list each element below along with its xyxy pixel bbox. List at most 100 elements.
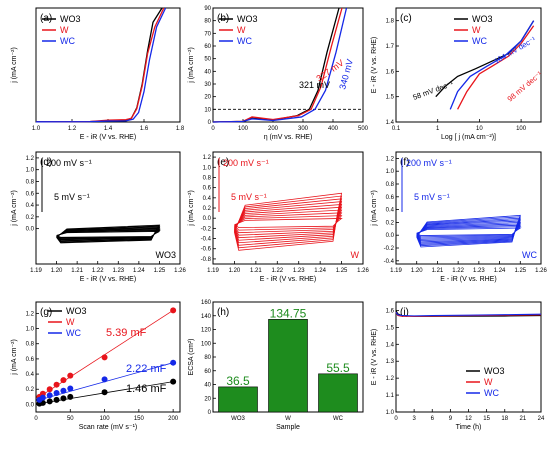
bar-category-label: W — [285, 416, 291, 422]
data-point-WC — [39, 394, 46, 401]
bar-WO3 — [218, 386, 258, 413]
legend-label-g: WC — [66, 328, 81, 338]
x-tick-label-d: 1.20 — [51, 268, 63, 274]
x-tick-label-b: 400 — [328, 126, 339, 132]
tafel-slope-label: 104 mV dec⁻¹ — [493, 34, 538, 65]
y-tick-label-f: 1.0 — [386, 169, 395, 175]
legend-label-i: WO3 — [484, 366, 505, 376]
plot-frame-c — [395, 7, 542, 123]
capacitance-label: 5.39 mF — [106, 327, 147, 339]
series-line-W — [457, 25, 535, 110]
data-point-WO3 — [170, 378, 177, 385]
y-axis-title-h: ECSA (cm²) — [188, 339, 195, 376]
scan-rate-max-e: 200 mV s⁻¹ — [223, 158, 269, 168]
x-tick-label-g: 100 — [100, 416, 111, 422]
x-tick-label-f: 1.19 — [390, 268, 402, 274]
y-tick-label-c: 1.4 — [386, 120, 395, 126]
x-tick-label-c: 10 — [476, 126, 483, 132]
y-tick-label-h: 0 — [208, 410, 212, 416]
bar-value-label: 36.5 — [226, 374, 250, 388]
y-tick-label-g: 1.2 — [26, 311, 35, 317]
y-tick-label-h: 160 — [201, 300, 212, 306]
legend-label-a: WC — [60, 36, 75, 46]
y-tick-label-e: 1.0 — [203, 165, 212, 171]
legend-label-i: W — [484, 377, 493, 387]
bar-category-label: WO3 — [231, 416, 245, 422]
x-tick-label-c: 0.1 — [392, 126, 401, 132]
bar-value-label: 134.75 — [270, 306, 307, 320]
scan-rate-min-e: 5 mV s⁻¹ — [231, 192, 267, 202]
x-tick-label-a: 1.8 — [176, 126, 185, 132]
data-point-WO3 — [60, 395, 67, 402]
y-tick-label-h: 140 — [201, 314, 212, 320]
legend-label-i: WC — [484, 388, 499, 398]
y-tick-label-e: 1.2 — [203, 155, 212, 161]
x-tick-label-b: 200 — [268, 126, 279, 132]
y-tick-label-h: 80 — [204, 355, 211, 361]
y-tick-label-f: 0.6 — [386, 195, 395, 201]
y-tick-label-c: 1.6 — [386, 69, 395, 75]
y-tick-label-e: 0.8 — [203, 175, 212, 181]
y-tick-label-i: 1.1 — [386, 393, 395, 399]
y-tick-label-b: 30 — [204, 82, 211, 88]
x-axis-title-f: E - iR (V vs. RHE) — [440, 276, 496, 283]
y-tick-label-d: 1.2 — [26, 156, 35, 162]
series-line-WO3 — [35, 7, 163, 123]
data-point-W — [53, 381, 60, 388]
legend-label-c: WO3 — [472, 14, 493, 24]
x-tick-label-f: 1.22 — [452, 268, 464, 274]
y-axis-title-b: j (mA cm⁻²) — [188, 47, 195, 84]
tafel-slope-label: 58 mV dec⁻¹ — [412, 79, 455, 102]
x-tick-label-e: 1.19 — [207, 268, 219, 274]
sample-label-d: WO3 — [155, 250, 176, 260]
cv-loop-d — [56, 224, 161, 244]
x-axis-title-i: Time (h) — [456, 424, 482, 431]
panel-tag-f: (f) — [400, 157, 409, 168]
y-tick-label-e: 0.6 — [203, 186, 212, 192]
data-point-W — [46, 386, 53, 393]
x-tick-label-f: 1.20 — [411, 268, 423, 274]
y-tick-label-h: 40 — [204, 383, 211, 389]
y-axis-title-f: j (mA cm⁻²) — [371, 190, 378, 227]
x-axis-title-d: E - iR (V vs. RHE) — [80, 276, 136, 283]
panel-tag-h: (h) — [217, 307, 229, 318]
tafel-slope-label: 98 mV dec⁻¹ — [506, 69, 545, 103]
data-point-WC — [67, 385, 74, 392]
y-tick-label-f: 1.2 — [386, 156, 395, 162]
x-tick-label-e: 1.21 — [250, 268, 262, 274]
y-tick-label-g: 0.6 — [26, 357, 35, 363]
y-tick-label-f: -0.2 — [384, 246, 395, 252]
legend-label-a: W — [60, 25, 69, 35]
x-tick-label-e: 1.20 — [229, 268, 241, 274]
sample-label-e: W — [351, 250, 360, 260]
y-tick-label-h: 20 — [204, 396, 211, 402]
x-tick-label-c: 1 — [436, 126, 440, 132]
y-tick-label-g: 1.0 — [26, 327, 35, 333]
y-tick-label-b: 40 — [204, 69, 211, 75]
x-tick-label-g: 150 — [134, 416, 145, 422]
bar-W — [268, 319, 308, 413]
x-tick-label-g: 200 — [168, 416, 179, 422]
data-point-WC — [60, 387, 67, 394]
x-tick-label-f: 1.24 — [494, 268, 506, 274]
y-tick-label-b: 90 — [204, 6, 211, 12]
x-tick-label-b: 0 — [211, 126, 215, 132]
y-tick-label-i: 1.6 — [386, 308, 395, 314]
cv-loop-e — [234, 195, 343, 249]
y-tick-label-f: 0.4 — [386, 208, 395, 214]
x-tick-label-e: 1.23 — [293, 268, 305, 274]
y-tick-label-d: 0.6 — [26, 191, 35, 197]
y-tick-label-e: -0.2 — [201, 226, 212, 232]
y-tick-label-i: 1.5 — [386, 325, 395, 331]
legend-label-b: WO3 — [237, 14, 258, 24]
data-point-WO3 — [67, 393, 74, 400]
y-tick-label-e: 0.2 — [203, 206, 212, 212]
y-tick-label-d: 0.0 — [26, 227, 35, 233]
data-point-W — [101, 354, 108, 361]
scan-rate-min-d: 5 mV s⁻¹ — [54, 192, 90, 202]
x-tick-label-f: 1.25 — [514, 268, 526, 274]
plot-frame-b — [212, 7, 364, 123]
y-tick-label-e: -0.6 — [201, 247, 212, 253]
y-axis-title-d: j (mA cm⁻²) — [11, 190, 18, 227]
y-tick-label-h: 120 — [201, 328, 212, 334]
